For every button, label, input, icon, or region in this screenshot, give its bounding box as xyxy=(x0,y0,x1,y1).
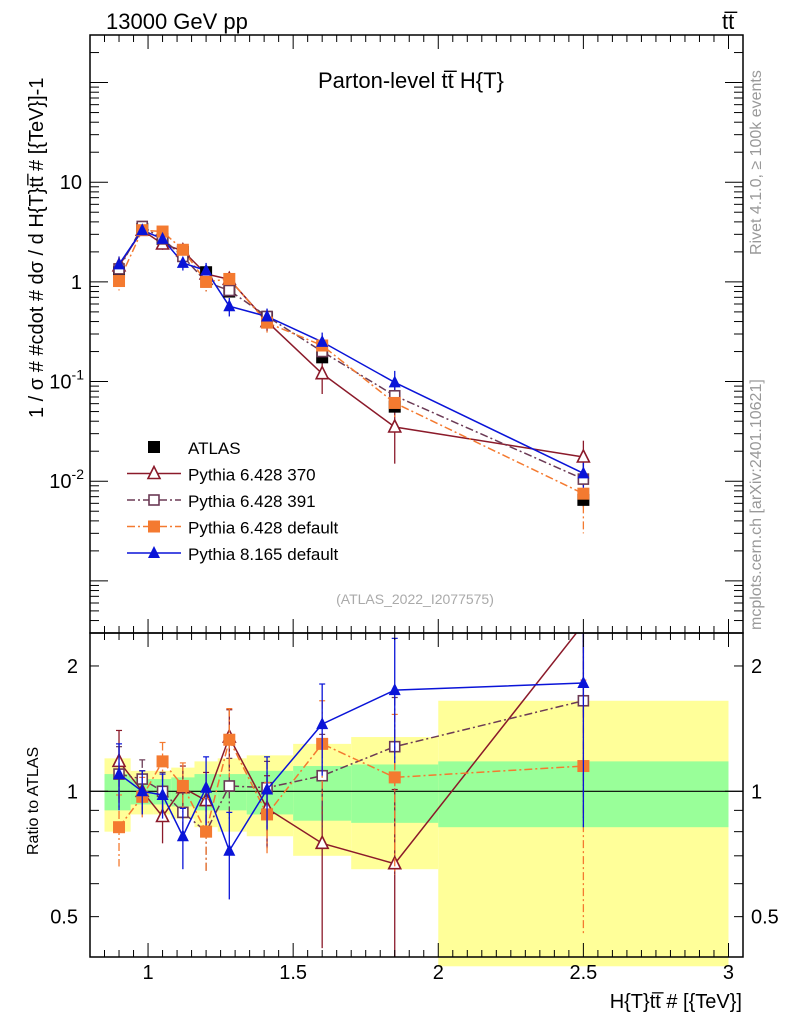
data-point xyxy=(223,299,236,312)
x-tick-label: 1.5 xyxy=(279,962,307,984)
data-point xyxy=(314,834,330,850)
data-point xyxy=(156,787,169,800)
ratio-y-tick-label-right: 0.5 xyxy=(751,907,779,929)
data-point xyxy=(113,821,126,834)
ratio-inner-band xyxy=(217,774,247,811)
data-point xyxy=(113,767,126,780)
data-point xyxy=(223,284,236,297)
x-axis-label: H{T}tt̅ # [{TeV}] xyxy=(610,991,742,1013)
x-tick-label: 1 xyxy=(142,962,153,984)
data-point xyxy=(576,448,591,463)
legend-entry-label: Pythia 6.428 391 xyxy=(188,492,316,511)
data-point xyxy=(316,717,329,730)
data-point xyxy=(148,546,160,558)
legend-entry-label: Pythia 6.428 370 xyxy=(188,466,316,485)
data-point xyxy=(200,825,213,838)
data-point xyxy=(176,243,189,256)
y-tick-label: 1 xyxy=(71,272,82,294)
data-point xyxy=(156,755,169,768)
y-tick-label: 10 xyxy=(60,172,82,194)
data-point xyxy=(148,520,160,533)
ratio-series-line xyxy=(118,633,578,865)
ratio-y-tick-label: 1 xyxy=(67,781,78,803)
data-point xyxy=(388,375,401,388)
series-line xyxy=(118,229,584,458)
x-tick-label: 2.5 xyxy=(569,962,597,984)
data-point xyxy=(156,225,169,238)
ratio-y-tick-label-right: 1 xyxy=(751,781,762,803)
data-point xyxy=(261,782,274,795)
data-point xyxy=(223,272,236,285)
mcplots-label: mcplots.cern.ch [arXiv:2401.10621] xyxy=(748,379,765,630)
data-point xyxy=(113,275,126,288)
legend: ATLAS Pythia 6.428 370 Pythia 6.428 391 Pyt… xyxy=(127,439,339,564)
data-point xyxy=(223,843,236,856)
data-point xyxy=(387,418,403,433)
data-point xyxy=(146,464,162,480)
y-tick-label: 10-2 xyxy=(49,466,84,493)
data-point xyxy=(156,231,169,244)
x-tick-label: 3 xyxy=(723,962,734,984)
analysis-watermark: (ATLAS_2022_I2077575) xyxy=(336,591,494,607)
chart-title: Parton-level tt̅ H{T} xyxy=(318,68,504,93)
data-point xyxy=(314,364,330,380)
data-point xyxy=(316,334,329,347)
data-point xyxy=(176,255,189,268)
ratio-uncertainty-bands xyxy=(90,700,743,967)
main-series-group xyxy=(111,220,591,534)
ratio-y-tick-label-right: 2 xyxy=(751,656,762,678)
data-point xyxy=(200,263,213,276)
legend-entry-label: Pythia 6.428 default xyxy=(188,519,339,538)
series-line xyxy=(118,229,584,495)
data-point xyxy=(136,784,149,797)
data-point xyxy=(176,829,189,842)
ratio-plot-frame: 0.5 0.5 1 1 2 2 1 1.5 2 2.5 3 xyxy=(50,632,779,984)
axis-frame xyxy=(89,632,744,958)
data-point xyxy=(148,441,160,453)
ratio-series-group xyxy=(111,633,590,957)
data-point xyxy=(176,779,189,792)
data-point xyxy=(577,487,590,500)
ratio-series-line xyxy=(118,737,584,834)
ratio-y-tick-label: 0.5 xyxy=(50,907,78,929)
legend-entry-label: Pythia 8.165 default xyxy=(188,545,339,564)
data-point xyxy=(388,771,401,784)
header-process-label: tt̅ xyxy=(722,9,738,34)
data-point xyxy=(577,676,590,689)
ratio-y-tick-label: 2 xyxy=(67,656,78,678)
data-point xyxy=(388,396,401,409)
header-energy-label: 13000 GeV pp xyxy=(106,9,248,34)
legend-entry-label: ATLAS xyxy=(188,439,241,458)
main-plot-frame: 10-2 10-1 1 10 xyxy=(49,34,744,634)
data-point xyxy=(136,223,149,236)
x-tick-label: 2 xyxy=(433,962,444,984)
y-tick-label: 10-1 xyxy=(49,367,84,394)
main-y-axis-label: 1 / σ # #cdot # dσ / d H{T}tt̅ # [{TeV}]… xyxy=(26,78,48,418)
data-point xyxy=(200,275,213,288)
series-line xyxy=(118,229,584,475)
data-point xyxy=(148,494,160,506)
axis-frame xyxy=(89,34,744,634)
data-point xyxy=(577,466,590,479)
ratio-series-line xyxy=(118,682,584,853)
data-point xyxy=(200,780,213,793)
series-line xyxy=(118,225,584,480)
ratio-y-axis-label: Ratio to ATLAS xyxy=(25,747,42,855)
rivet-version-label: Rivet 4.1.0, ≥ 100k events xyxy=(748,70,765,255)
data-point xyxy=(388,683,401,696)
data-point xyxy=(261,309,274,322)
data-point xyxy=(113,257,126,270)
data-point xyxy=(223,780,236,792)
data-point xyxy=(223,733,236,746)
